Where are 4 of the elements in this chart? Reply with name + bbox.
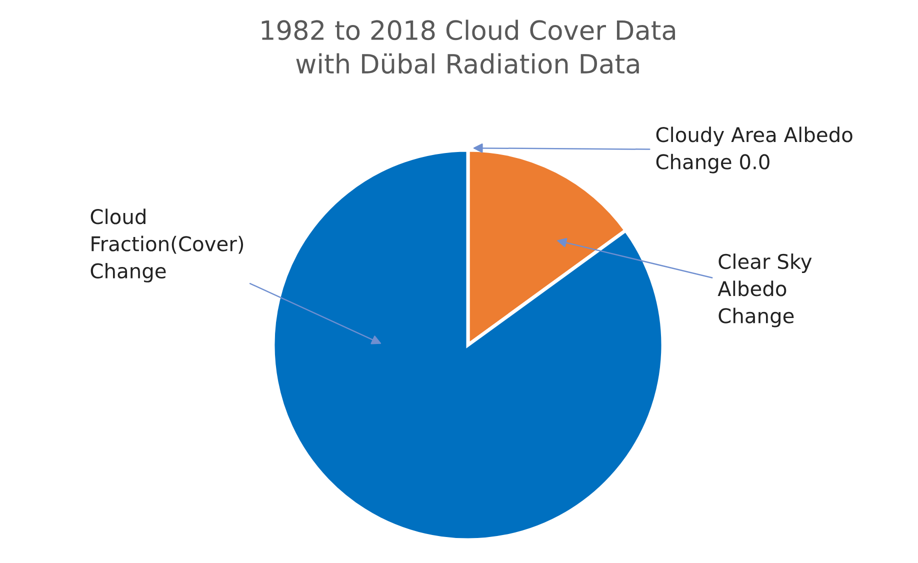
category-label: Cloudy Area Albedo Change 0.0: [656, 126, 852, 174]
slice-label: Clear Sky Albedo Change: [718, 254, 812, 328]
slice-label: Cloud Fraction(Cover) Change: [90, 208, 244, 282]
chart-title: 1982 to 2018 Cloud Cover Data with Dübal Radiation Data: [262, 20, 675, 74]
